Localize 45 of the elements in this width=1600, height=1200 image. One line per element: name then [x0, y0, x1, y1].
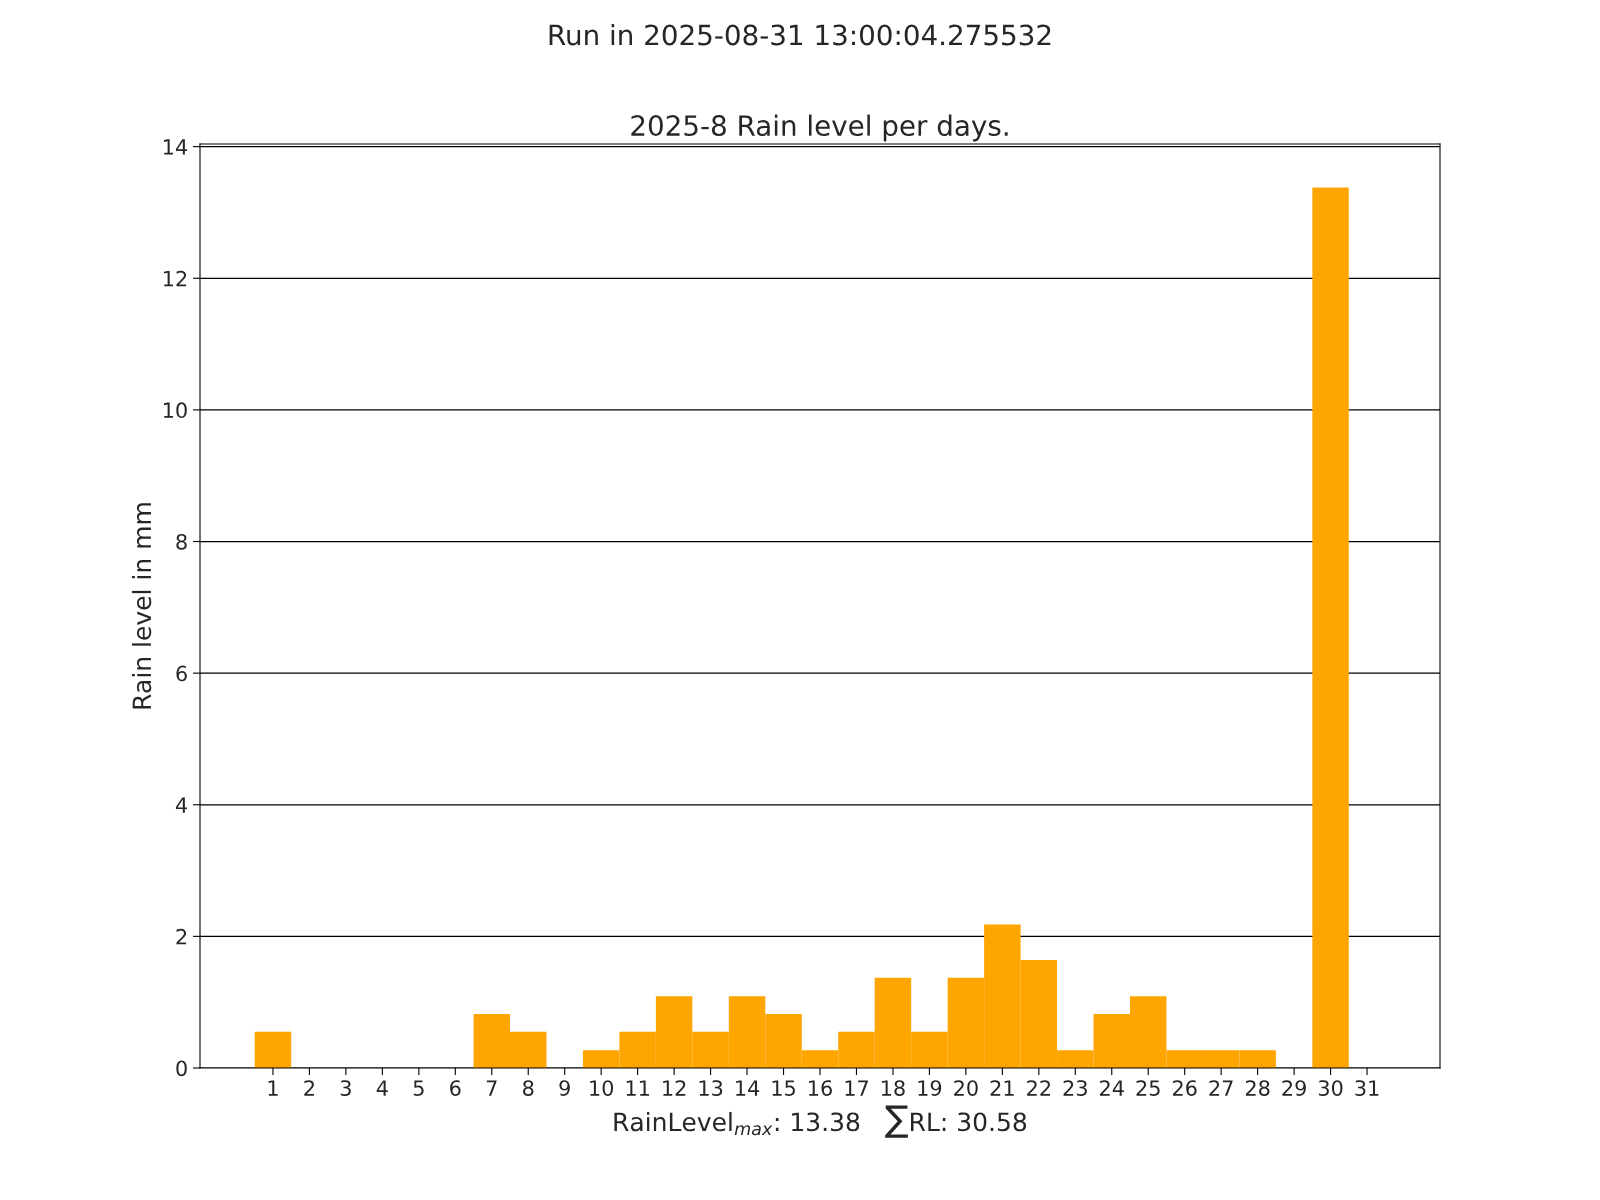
- y-tick-label: 14: [163, 139, 188, 155]
- x-tick-label: 9: [559, 1080, 570, 1096]
- x-tick-label: 7: [486, 1080, 497, 1096]
- x-tick-label: 5: [413, 1080, 424, 1096]
- x-tick-label: 10: [590, 1080, 614, 1096]
- x-tick-label: 6: [450, 1080, 461, 1096]
- x-tick-label: 29: [1282, 1080, 1306, 1096]
- y-tick-label: 6: [176, 665, 187, 682]
- x-tick-label: 26: [1172, 1080, 1197, 1096]
- x-tick-label: 21: [990, 1080, 1014, 1096]
- x-tick-label: 11: [626, 1080, 649, 1096]
- x-tick-label: 15: [772, 1080, 795, 1096]
- x-tick-label: 18: [881, 1080, 905, 1096]
- x-tick-label: 19: [918, 1080, 942, 1096]
- x-tick-label: 2: [304, 1080, 314, 1096]
- x-tick-label: 17: [845, 1080, 868, 1096]
- x-tick-label: 28: [1245, 1080, 1270, 1096]
- bar: [254, 1031, 292, 1068]
- x-tick-label: 30: [1318, 1080, 1343, 1096]
- x-tick-label: 13: [699, 1080, 723, 1096]
- x-tick-label: 14: [736, 1080, 760, 1096]
- chart-subtitle: 2025-8 Rain level per days.: [631, 114, 1008, 142]
- x-tick-label: 20: [954, 1080, 978, 1096]
- y-tick-label: 0: [176, 1060, 187, 1077]
- x-tick-label: 1: [268, 1080, 278, 1096]
- x-tick-label: 24: [1100, 1080, 1124, 1096]
- x-tick-label: 3: [340, 1080, 351, 1096]
- y-tick-label: 4: [175, 797, 188, 813]
- x-tick-label: 27: [1209, 1080, 1233, 1096]
- x-tick-label: 22: [1027, 1080, 1050, 1096]
- x-tick-label: 4: [376, 1080, 388, 1096]
- x-tick-label: 16: [809, 1080, 832, 1096]
- x-tick-label: 31: [1355, 1080, 1379, 1096]
- x-tick-label: 8: [523, 1080, 534, 1096]
- x-tick-label: 23: [1063, 1080, 1087, 1096]
- y-tick-label: 8: [176, 533, 187, 550]
- x-tick-label: 12: [663, 1080, 686, 1096]
- y-tick-label: 12: [163, 270, 187, 287]
- y-tick-label: 10: [163, 402, 187, 419]
- y-axis-title: Rain level in mm: [131, 503, 152, 709]
- bar: [1312, 187, 1349, 1068]
- chart-title: Run in 2025-08-31 13:00:04.275532: [549, 24, 1051, 46]
- x-axis-title: RainLevel$_{max}$: 13.38 ∑RL: 30.58: [614, 1105, 1027, 1138]
- x-tick-label: 25: [1136, 1080, 1160, 1096]
- y-tick-label: 2: [176, 928, 187, 945]
